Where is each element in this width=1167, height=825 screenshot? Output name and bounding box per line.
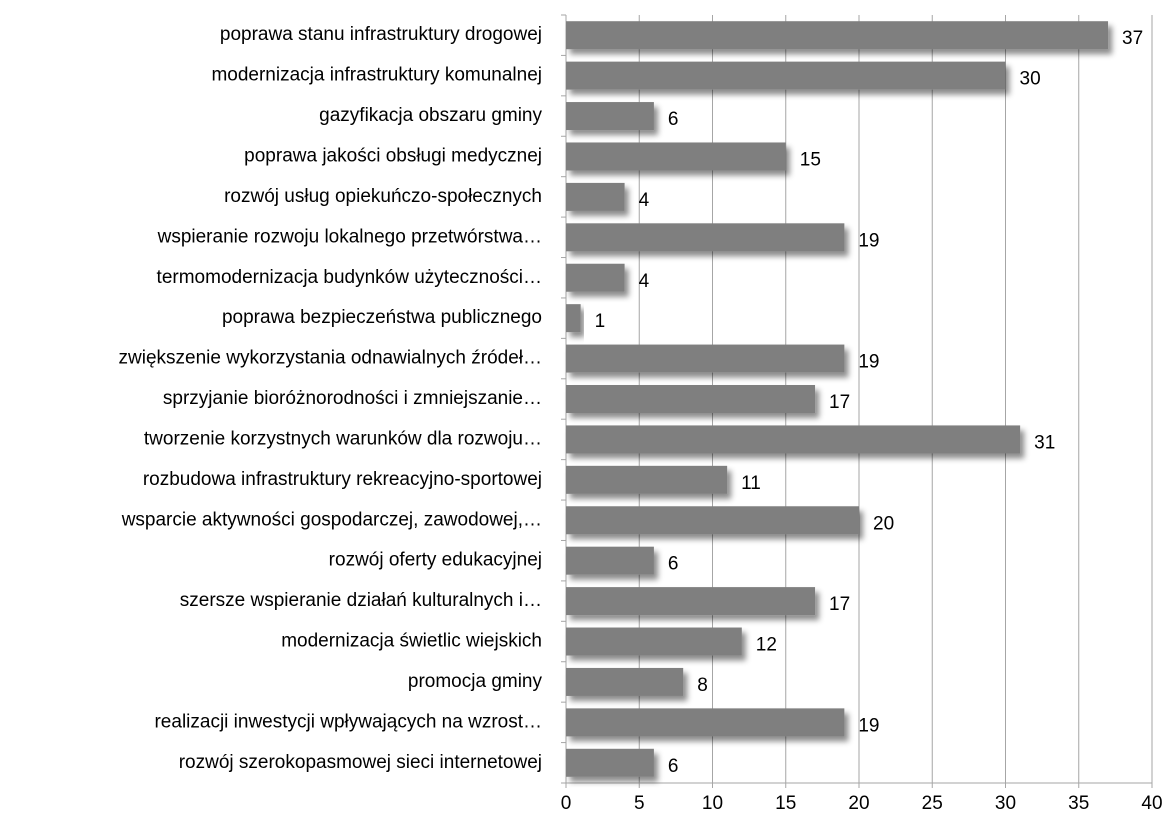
data-label: 11 [741, 473, 761, 494]
x-tick-label: 10 [702, 793, 723, 814]
y-tick-label: zwiększenie wykorzystania odnawialnych ź… [119, 348, 542, 369]
x-tick-label: 30 [995, 793, 1016, 814]
bar [566, 587, 816, 616]
y-tick-label: realizacji inwestycji wpływających na wz… [154, 711, 542, 732]
y-tick-label: poprawa bezpieczeństwa publicznego [222, 307, 542, 328]
x-tick-label: 0 [561, 793, 572, 814]
y-tick-label: poprawa stanu infrastruktury drogowej [220, 24, 542, 45]
y-tick-label: promocja gminy [408, 671, 543, 692]
data-label: 8 [697, 675, 708, 696]
x-tick-label: 5 [634, 793, 645, 814]
data-label: 20 [873, 513, 894, 534]
data-label: 19 [858, 352, 879, 373]
x-tick-label: 40 [1141, 793, 1162, 814]
bar [566, 667, 684, 696]
data-label: 19 [858, 715, 879, 736]
y-tick-label: rozwój usług opiekuńczo-społecznych [224, 186, 542, 207]
bar [566, 425, 1021, 454]
bar [566, 748, 654, 777]
y-tick-label: modernizacja świetlic wiejskich [281, 631, 542, 652]
x-tick-label: 20 [848, 793, 869, 814]
data-label: 31 [1034, 432, 1055, 453]
bar [566, 61, 1006, 90]
bar [566, 385, 816, 413]
y-tick-label: wsparcie aktywności gospodarczej, zawodo… [121, 509, 542, 530]
y-tick-label: poprawa jakości obsługi medycznej [244, 145, 542, 166]
bar [566, 506, 859, 535]
data-label: 17 [829, 392, 850, 413]
y-tick-label: rozwój oferty edukacyjnej [329, 550, 542, 571]
bar [566, 182, 625, 211]
data-label: 6 [668, 109, 679, 130]
data-label: 4 [639, 190, 650, 211]
bar [566, 627, 742, 656]
y-tick-label: sprzyjanie bioróżnorodności i zmniejszan… [163, 388, 542, 409]
bar [566, 344, 845, 373]
y-tick-label: modernizacja infrastruktury komunalnej [211, 65, 542, 86]
y-tick-label: termomodernizacja budynków użyteczności… [157, 267, 542, 288]
y-tick-label: rozbudowa infrastruktury rekreacyjno-spo… [143, 469, 542, 490]
data-label: 19 [858, 230, 879, 251]
x-tick-label: 15 [775, 793, 796, 814]
data-label: 6 [668, 756, 679, 777]
bar [566, 223, 845, 252]
y-tick-label: rozwój szerokopasmowej sieci internetowe… [179, 752, 542, 773]
data-label: 1 [595, 311, 606, 332]
data-label: 12 [756, 635, 777, 656]
bar [566, 465, 728, 494]
y-tick-label: gazyfikacja obszaru gminy [319, 105, 542, 126]
y-tick-label: tworzenie korzystnych warunków dla rozwo… [144, 428, 542, 449]
y-tick-label: wspieranie rozwoju lokalnego przetwórstw… [157, 226, 542, 247]
bar [566, 546, 654, 575]
bar [566, 708, 845, 737]
bar [566, 21, 1109, 50]
y-tick-label: szersze wspieranie działań kulturalnych … [180, 590, 542, 611]
bar [566, 304, 581, 333]
data-label: 4 [639, 271, 650, 292]
data-label: 37 [1122, 28, 1143, 49]
bar [566, 142, 786, 171]
bar [566, 102, 654, 131]
data-label: 30 [1020, 69, 1041, 90]
data-label: 17 [829, 594, 850, 615]
data-label: 15 [800, 149, 821, 170]
x-tick-label: 35 [1068, 793, 1089, 814]
x-tick-label: 25 [922, 793, 943, 814]
data-label: 6 [668, 554, 679, 575]
bar [566, 263, 625, 292]
